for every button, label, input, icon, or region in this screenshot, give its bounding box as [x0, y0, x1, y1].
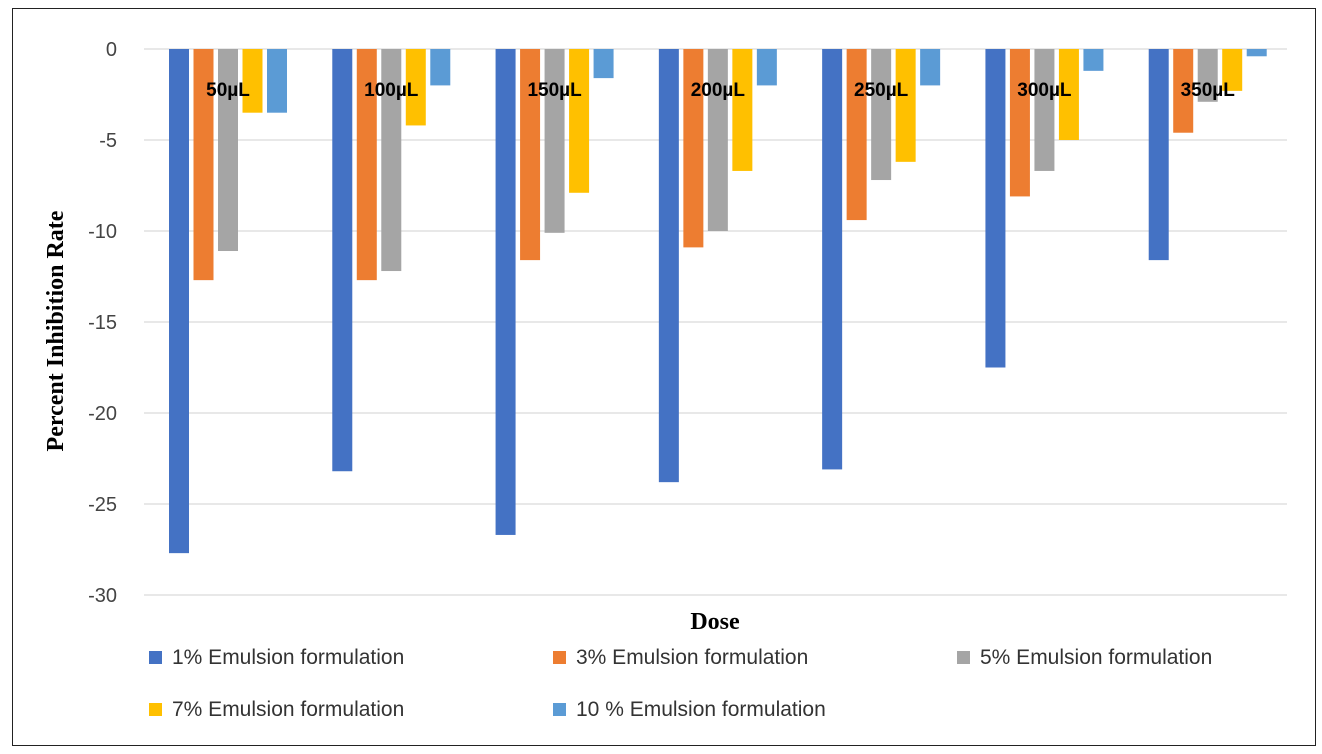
legend-swatch: [149, 651, 162, 664]
bar: [1083, 49, 1104, 71]
bar: [1197, 49, 1218, 102]
legend-swatch: [957, 651, 970, 664]
bars: [169, 49, 1267, 554]
chart-frame: 0 -5 -10 -15 -20 -25 -30 50µL 100µL 150µL 200µL 25…: [12, 8, 1316, 746]
x-axis-title: Dose: [690, 609, 740, 635]
bar: [593, 49, 614, 79]
bar: [1058, 49, 1079, 140]
bar: [495, 49, 516, 535]
y-tick-label: -20: [88, 403, 117, 425]
category-label: 50µL: [206, 80, 250, 101]
legend-label: 7% Emulsion formulation: [172, 698, 404, 721]
bar: [1034, 49, 1055, 171]
bar: [871, 49, 892, 181]
bar: [1246, 49, 1267, 57]
bar: [544, 49, 565, 233]
bar: [1173, 49, 1194, 133]
bar: [1148, 49, 1169, 261]
bar: [683, 49, 704, 248]
bar: [895, 49, 916, 162]
bar: [218, 49, 238, 252]
legend: 1% Emulsion formulation 3% Emulsion formu…: [149, 646, 1212, 721]
bar: [1009, 49, 1030, 197]
bar: [405, 49, 426, 126]
legend-label: 5% Emulsion formulation: [980, 646, 1212, 669]
legend-swatch: [553, 651, 566, 664]
bar: [267, 49, 287, 113]
bar: [846, 49, 867, 221]
bar: [1222, 49, 1243, 91]
legend-label: 3% Emulsion formulation: [576, 646, 808, 669]
category-label: 200µL: [691, 80, 746, 101]
bar: [193, 49, 214, 281]
y-tick-label: -5: [99, 130, 117, 152]
bar: [520, 49, 541, 261]
y-tick-label: -25: [88, 494, 117, 516]
y-tick-label: 0: [106, 39, 117, 61]
bar: [356, 49, 377, 281]
category-label: 100µL: [364, 80, 419, 101]
category-label: 250µL: [854, 80, 909, 101]
bar: [707, 49, 728, 231]
bar: [658, 49, 679, 483]
category-label: 300µL: [1017, 80, 1072, 101]
y-tick-label: -15: [88, 312, 117, 334]
legend-swatch: [553, 703, 566, 716]
bar: [169, 49, 189, 554]
category-label: 350µL: [1181, 80, 1236, 101]
y-tick-label: -30: [88, 585, 117, 607]
bar: [242, 49, 263, 113]
bar: [569, 49, 590, 193]
category-label: 150µL: [527, 80, 582, 101]
bar: [732, 49, 753, 171]
bar: [920, 49, 941, 86]
legend-swatch: [149, 703, 162, 716]
bar: [985, 49, 1006, 368]
bar: [332, 49, 353, 472]
legend-label: 1% Emulsion formulation: [172, 646, 404, 669]
bar: [430, 49, 451, 86]
bar-chart: 0 -5 -10 -15 -20 -25 -30 50µL 100µL 150µL 200µL 25…: [43, 39, 1287, 721]
y-tick-label: -10: [88, 221, 117, 243]
bar: [822, 49, 843, 470]
legend-label: 10 % Emulsion formulation: [576, 698, 826, 721]
category-labels: 50µL 100µL 150µL 200µL 250µL 300µL 350µL: [206, 80, 1235, 101]
bar: [381, 49, 402, 272]
bar: [756, 49, 777, 86]
y-tick-labels: 0 -5 -10 -15 -20 -25 -30: [88, 39, 117, 607]
y-axis-title: Percent Inhibition Rate: [43, 210, 69, 451]
